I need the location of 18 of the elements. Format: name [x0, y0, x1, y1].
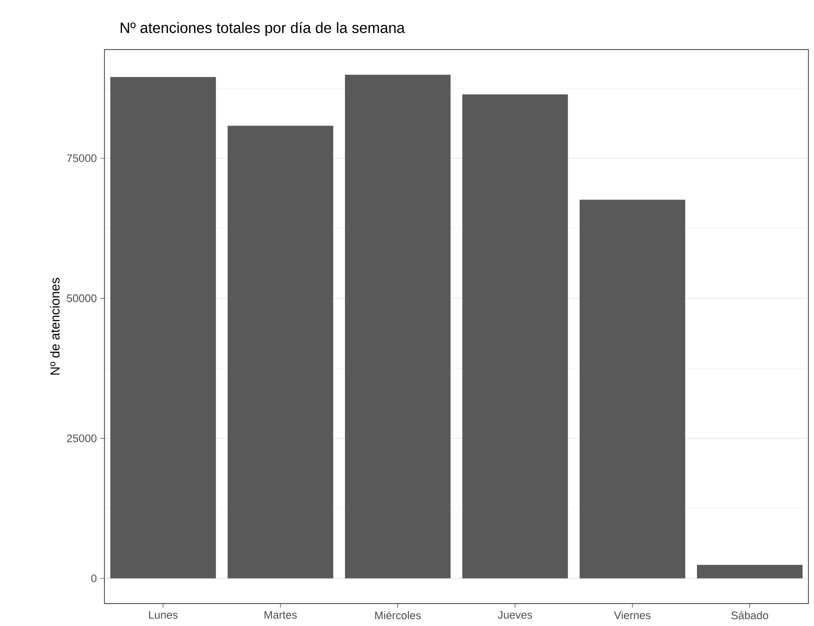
x-tick-label: Martes [264, 611, 297, 619]
bar [696, 564, 803, 578]
x-tick-label: Jueves [498, 611, 532, 619]
x-tick-label: Sábado [731, 611, 768, 620]
bar [110, 77, 216, 578]
x-tick-label: Miércoles [375, 611, 421, 620]
bar [344, 74, 451, 578]
bar [580, 200, 686, 578]
y-tick-label: 0 [91, 574, 96, 582]
y-tick-label: 75000 [67, 154, 96, 162]
y-tick-label: 25000 [66, 434, 96, 442]
x-tick-label: Lunes [149, 611, 178, 619]
bar [228, 126, 334, 578]
bar [462, 94, 568, 578]
x-tick-label: Viernes [614, 611, 650, 620]
chart-title: Nº atenciones totales por día de la semana [120, 22, 405, 36]
y-axis-title: Nº de atenciones [50, 278, 60, 375]
y-tick-label: 50000 [66, 294, 96, 302]
